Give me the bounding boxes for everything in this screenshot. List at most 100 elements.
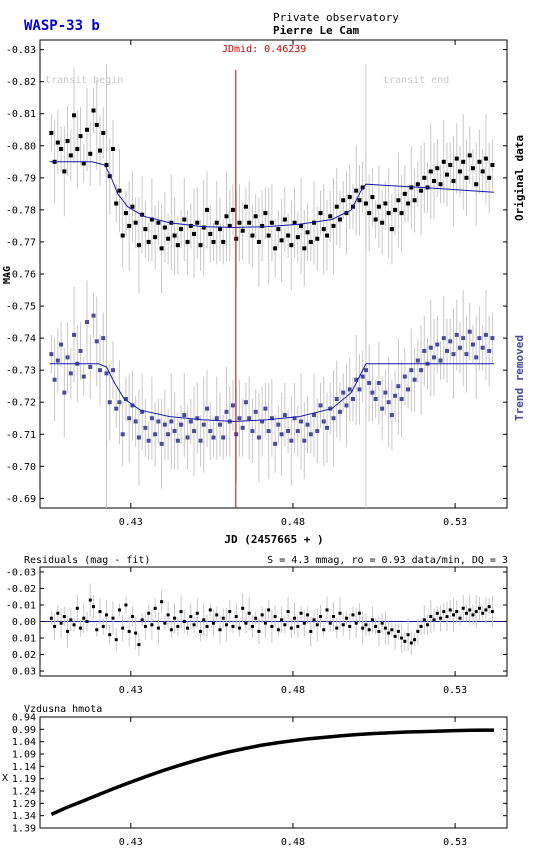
trend-removed-point [470, 342, 475, 347]
airmass-panel: Vzdusna hmota 0.940.991.04 1.091.141.19 1.… [2, 704, 508, 848]
original-data-point [123, 211, 128, 216]
original-data-point [143, 227, 148, 232]
residual-point [283, 623, 287, 627]
trend-removed-point [211, 435, 216, 440]
main-data-marks [49, 67, 495, 508]
trend-removed-point [159, 441, 164, 446]
main-ytick-label: -0.79 [6, 173, 36, 184]
original-data-point [360, 185, 365, 190]
residual-point [208, 608, 212, 612]
original-data-point [201, 225, 206, 230]
residual-point [150, 623, 154, 627]
original-data-point [140, 212, 145, 217]
original-data-point [490, 163, 495, 168]
trend-removed-point [185, 435, 190, 440]
trend-removed-point [260, 419, 265, 424]
trend-removed-point [140, 409, 145, 414]
original-data-point [214, 220, 219, 225]
original-data-point [130, 204, 135, 209]
trend-removed-point [393, 393, 398, 398]
original-data-point [269, 220, 274, 225]
residual-point [435, 611, 439, 615]
original-data-point [477, 159, 482, 164]
trend-removed-point [279, 432, 284, 437]
residual-point [108, 633, 112, 637]
trend-fit-line [49, 363, 494, 423]
original-data-point [159, 246, 164, 251]
residual-point [263, 621, 267, 625]
trend-removed-point [435, 342, 440, 347]
residual-point [380, 621, 384, 625]
residual-point [260, 613, 264, 617]
trend-removed-point [438, 358, 443, 363]
original-data-point [195, 220, 200, 225]
main-xtick-label: 0.53 [443, 517, 467, 528]
trend-removed-point [341, 390, 346, 395]
residual-point [137, 643, 141, 647]
residual-point [166, 613, 170, 617]
residual-point [471, 613, 475, 617]
trend-removed-point [120, 432, 125, 437]
trend-removed-point [253, 409, 258, 414]
trend-removed-point [153, 432, 158, 437]
residual-point [53, 624, 57, 628]
trend-removed-point [208, 429, 213, 434]
original-data-point [334, 204, 339, 209]
original-data-point [224, 214, 229, 219]
main-ytick-label: -0.69 [6, 494, 36, 505]
trend-removed-point [331, 416, 336, 421]
original-data-point [156, 220, 161, 225]
trend-removed-point [457, 345, 462, 350]
trend-removed-point [192, 429, 197, 434]
trend-removed-point [166, 432, 171, 437]
original-data-point [104, 163, 109, 168]
residual-point [237, 626, 241, 630]
y-axis-label-mag: MAG [2, 266, 13, 284]
main-ytick-label: -0.76 [6, 270, 36, 281]
residuals-xtick-label: 0.48 [281, 685, 305, 696]
original-data-point [445, 172, 450, 177]
trend-removed-point [81, 374, 86, 379]
trend-removed-point [325, 425, 330, 430]
residuals-data-marks [40, 583, 507, 657]
trend-removed-point [237, 416, 242, 421]
trend-removed-point [344, 403, 349, 408]
main-ytick-label: -0.72 [6, 398, 36, 409]
residual-point [231, 624, 235, 628]
original-data-point [72, 113, 77, 118]
residual-point [393, 634, 397, 638]
residual-point [121, 626, 125, 630]
x-axis-label: JD (2457665 + ) [224, 533, 323, 546]
trend-removed-point [221, 435, 226, 440]
original-data-point [299, 223, 304, 228]
main-xtick-label: 0.48 [281, 517, 305, 528]
transit-begin-label: transit begin [45, 75, 123, 86]
main-ytick-label: -0.74 [6, 334, 36, 345]
original-data-point [185, 239, 190, 244]
residuals-title: Residuals (mag - fit) [24, 555, 150, 566]
original-data-point [217, 227, 222, 232]
residual-point [127, 629, 131, 633]
residual-point [302, 621, 306, 625]
main-ytick-label: -0.71 [6, 430, 36, 441]
residuals-stats: S = 4.3 mmag, ro = 0.93 data/min, DQ = 3 [267, 555, 508, 566]
trend-removed-point [347, 387, 352, 392]
residual-point [464, 611, 468, 615]
airmass-ytick-label: 1.19 [12, 774, 36, 785]
original-data-point [422, 175, 427, 180]
original-data-point [55, 140, 60, 145]
residual-point [88, 598, 92, 602]
trend-removed-point [104, 371, 109, 376]
residual-point [455, 610, 459, 614]
main-ytick-label: -0.81 [6, 109, 36, 120]
trend-removed-point [269, 416, 274, 421]
original-data-point [318, 211, 323, 216]
target-name: WASP-33 b [24, 18, 100, 34]
airmass-plot-frame [39, 716, 508, 829]
residuals-ytick-label: 0.02 [12, 650, 36, 661]
original-data-point [467, 153, 472, 158]
original-data-point [363, 201, 368, 206]
trend-removed-point [88, 364, 93, 369]
main-ytick-label: -0.78 [6, 205, 36, 216]
